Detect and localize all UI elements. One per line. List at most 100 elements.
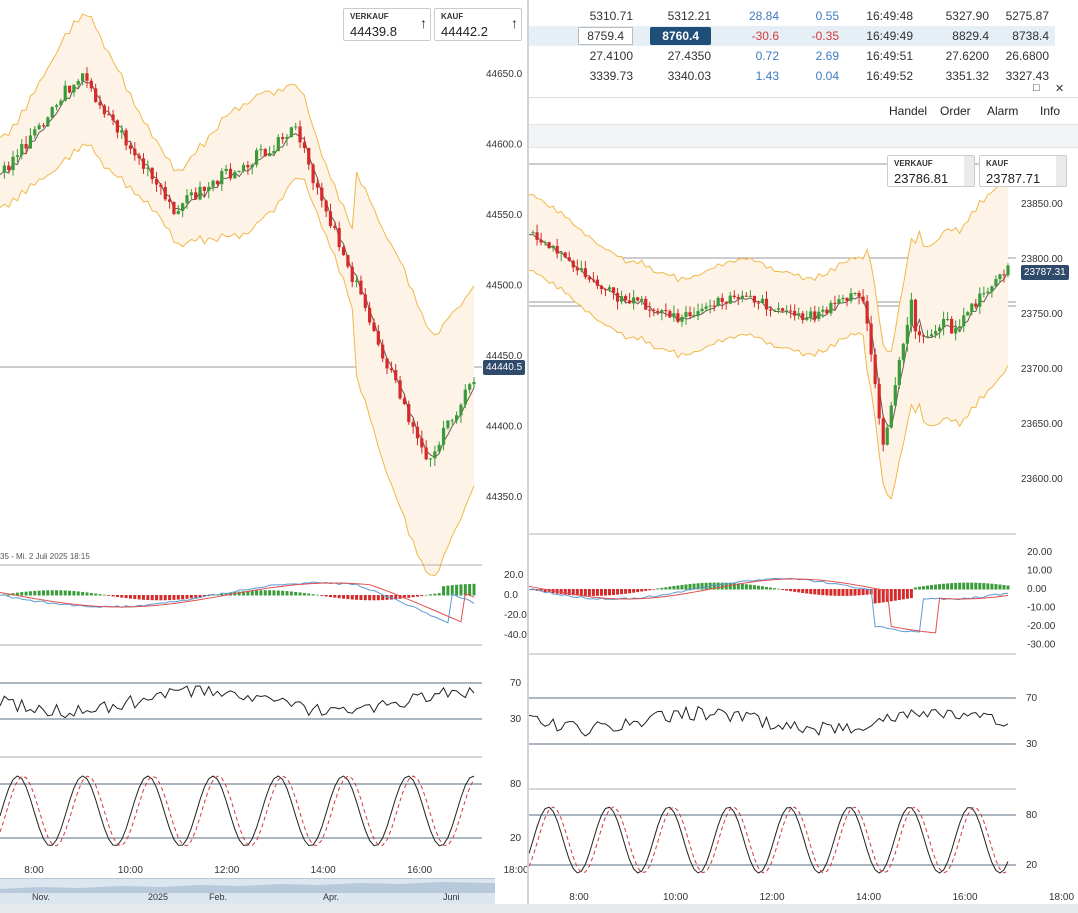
macd-histogram-bar xyxy=(333,595,337,598)
candle-down xyxy=(789,310,793,312)
macd-histogram-bar xyxy=(692,583,696,590)
candle-up xyxy=(821,309,825,312)
candle-down xyxy=(320,187,324,201)
macd-histogram-bar xyxy=(320,595,324,596)
left-info-text: 35 - Mi. 2 Juli 2025 18:15 xyxy=(0,552,90,561)
candle-down xyxy=(913,299,918,332)
macd-histogram-bar xyxy=(720,582,724,590)
macd-histogram-bar xyxy=(194,595,198,598)
candle-down xyxy=(712,305,716,307)
macd-histogram-bar xyxy=(612,589,616,595)
macd-histogram-bar xyxy=(455,584,459,596)
macd-histogram-bar xyxy=(809,589,813,594)
sell-price-field[interactable]: 8759.4 xyxy=(578,27,633,45)
candle-up xyxy=(946,318,950,320)
macd-histogram-bar xyxy=(954,582,958,590)
candle-down xyxy=(67,85,72,93)
candle-down xyxy=(845,297,849,301)
candle-down xyxy=(307,148,311,165)
candle-up xyxy=(905,324,909,344)
candle-down xyxy=(720,297,724,303)
candle-up xyxy=(785,310,789,312)
candle-down xyxy=(381,344,385,359)
macd-histogram-bar xyxy=(857,589,861,596)
quote-row[interactable]: 8759.4 8760.4 -30.6 -0.35 16:49:49 8829.4 8738… xyxy=(529,26,1055,46)
candle-up xyxy=(224,168,228,172)
candle-up xyxy=(760,298,765,303)
candle-up xyxy=(189,192,193,196)
candle-up xyxy=(986,291,990,294)
candle-up xyxy=(933,331,938,335)
macd-tick-label: -20.00 xyxy=(1027,621,1056,632)
candle-down xyxy=(102,105,106,115)
macd-histogram-bar xyxy=(567,589,571,595)
macd-histogram-bar xyxy=(350,595,354,600)
quote-cell: 3340.03 xyxy=(667,69,711,82)
buy-price-field[interactable]: 8760.4 xyxy=(650,27,711,45)
right-buy-quote[interactable]: KAUF 23787.71 xyxy=(979,155,1067,187)
candle-down xyxy=(648,309,652,311)
macd-histogram-bar xyxy=(668,586,672,590)
menu-info[interactable]: Info xyxy=(1040,104,1061,118)
macd-histogram-bar xyxy=(624,589,628,594)
left-timeline-navigator[interactable]: Nov. 2025 Feb. Apr. Juni xyxy=(0,878,495,904)
quote-cell: 3351.32 xyxy=(945,69,989,82)
candle-down xyxy=(921,335,926,337)
bollinger-lower-line xyxy=(0,143,475,577)
candle-down xyxy=(141,158,146,169)
macd-histogram-bar xyxy=(966,582,970,590)
close-icon[interactable]: ✕ xyxy=(1055,83,1065,95)
macd-histogram-bar xyxy=(224,593,228,596)
left-buy-quote[interactable]: KAUF 44442.2 ↑ xyxy=(434,8,522,41)
macd-histogram-bar xyxy=(865,589,869,595)
y-tick-label: 23600.00 xyxy=(1021,474,1063,485)
quote-cell: 5275.87 xyxy=(1005,9,1049,23)
macd-histogram-bar xyxy=(740,583,744,590)
macd-histogram-bar xyxy=(773,588,777,590)
quote-row[interactable]: 5310.71 5312.21 28.84 0.55 16:49:48 5327.90 52… xyxy=(529,6,1055,26)
candle-up xyxy=(909,299,913,325)
macd-histogram-bar xyxy=(250,590,254,596)
menu-alarm[interactable]: Alarm xyxy=(987,104,1019,118)
right-price-chart[interactable]: 23850.00 23800.00 23750.00 23700.00 23650.00… xyxy=(529,82,1078,904)
macd-histogram-bar xyxy=(150,595,154,601)
menu-handel[interactable]: Handel xyxy=(889,104,928,118)
macd-histogram-bar xyxy=(155,595,159,601)
candle-up xyxy=(294,126,298,128)
left-price-chart[interactable]: 44650.0 44600.0 44550.0 44500.0 44450.0 44400… xyxy=(0,0,527,878)
candle-down xyxy=(41,125,46,127)
horizontal-scrollbar[interactable] xyxy=(0,904,1078,913)
candle-up xyxy=(354,280,359,283)
left-sell-quote[interactable]: VERKAUF 44439.8 ↑ xyxy=(343,8,431,41)
right-sell-quote[interactable]: VERKAUF 23786.81 xyxy=(887,155,975,187)
candle-down xyxy=(111,114,115,121)
candle-up xyxy=(978,293,982,307)
macd-histogram-bar xyxy=(571,589,575,596)
macd-histogram-bar xyxy=(159,595,163,601)
menu-order[interactable]: Order xyxy=(940,104,971,118)
candle-up xyxy=(966,312,970,316)
candle-down xyxy=(163,186,167,200)
window-divider[interactable] xyxy=(527,0,529,913)
maximize-icon[interactable]: □ xyxy=(1033,82,1040,94)
candle-down xyxy=(228,168,233,179)
quote-row[interactable]: 27.4100 27.4350 0.72 2.69 16:49:51 27.6200 26.… xyxy=(529,46,1055,66)
x-tick-label: 8:00 xyxy=(569,892,589,903)
x-tick-label: 10:00 xyxy=(118,865,143,876)
candle-down xyxy=(744,295,748,297)
sell-value: 23786.81 xyxy=(894,171,949,186)
candle-up xyxy=(59,100,63,106)
candle-up xyxy=(146,167,150,169)
macd-histogram-bar xyxy=(15,592,19,596)
candle-down xyxy=(7,165,11,171)
quote-cell: 16:49:51 xyxy=(866,49,913,63)
quote-cell: 26.6800 xyxy=(1005,49,1049,63)
macd-tick-label: 20.00 xyxy=(1027,547,1052,558)
macd-histogram-bar xyxy=(376,595,380,601)
candle-down xyxy=(768,309,773,311)
candle-up xyxy=(428,458,433,460)
macd-histogram-bar xyxy=(608,589,612,596)
quote-row[interactable]: 3339.73 3340.03 1.43 0.04 16:49:52 3351.32 332… xyxy=(529,66,1055,82)
macd-histogram-bar xyxy=(970,582,974,590)
candle-down xyxy=(415,426,420,439)
